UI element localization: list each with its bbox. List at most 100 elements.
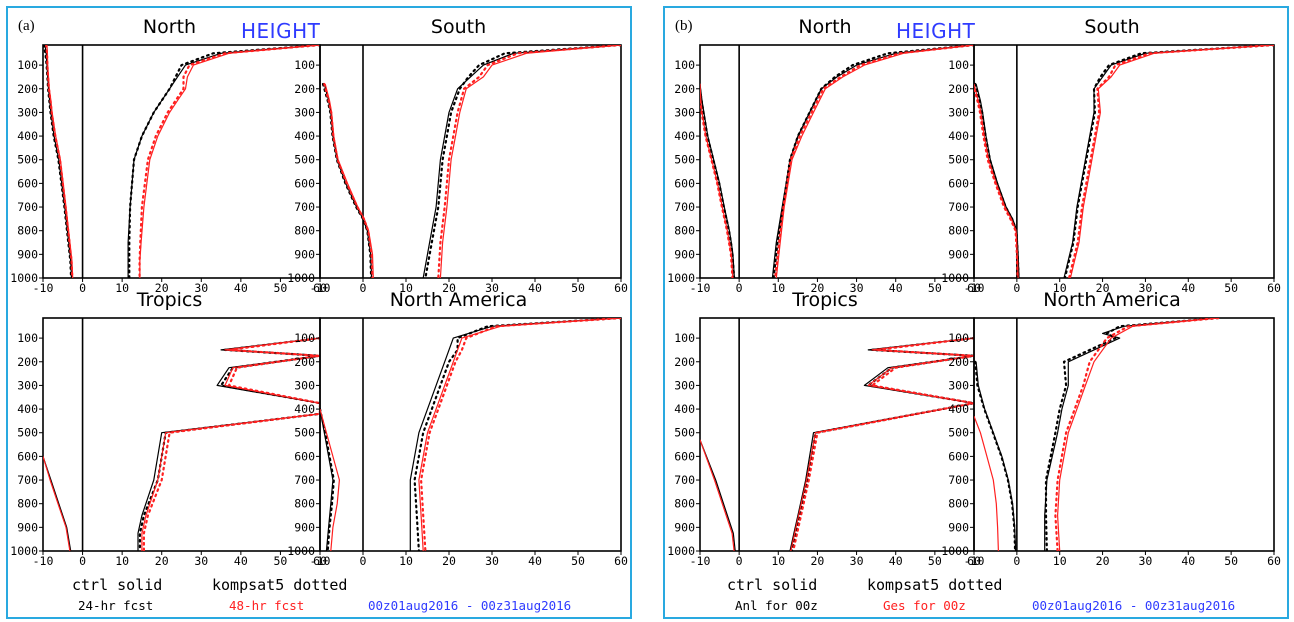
y-tick-label: 300 — [948, 378, 969, 392]
figure-a-height-title: HEIGHT — [241, 19, 321, 43]
x-tick-label: 40 — [889, 281, 903, 295]
x-tick-label: 20 — [155, 554, 169, 568]
x-tick-label: 30 — [485, 554, 499, 568]
y-tick-label: 600 — [948, 449, 969, 463]
x-tick-label: 10 — [115, 554, 129, 568]
y-tick-label: 400 — [294, 402, 315, 416]
x-tick-label: 50 — [571, 554, 585, 568]
x-tick-label: 0 — [360, 554, 367, 568]
x-tick-label: 10 — [399, 281, 413, 295]
x-tick-label: 0 — [736, 554, 743, 568]
y-tick-label: 1000 — [667, 271, 695, 285]
series-line-anl-for-00z-dotted-right — [790, 337, 974, 551]
panel-title: North — [798, 16, 851, 38]
y-tick-label: 400 — [17, 402, 38, 416]
x-tick-label: 40 — [234, 554, 248, 568]
x-tick-label: 0 — [736, 281, 743, 295]
panel--b--north-america: North America -10 0 10 20 30 40 50 60 100 200 300 40… — [941, 289, 1281, 568]
series-line-24-hr-fcst-dotted-left — [43, 45, 73, 278]
y-tick-label: 600 — [948, 176, 969, 190]
series-group — [700, 45, 974, 278]
x-tick-label: 60 — [313, 281, 327, 295]
x-tick-label: 10 — [771, 281, 785, 295]
x-tick-label: 50 — [928, 554, 942, 568]
y-tick-label: 600 — [294, 176, 315, 190]
series-line-anl-for-00z-solid-right — [1063, 45, 1274, 278]
series-line-ges-for-00z-solid-right — [775, 45, 974, 278]
y-tick-label: 700 — [674, 200, 695, 214]
figure-a-footer-date: 00z01aug2016 - 00z31aug2016 — [368, 598, 571, 613]
x-tick-label: 50 — [1224, 554, 1238, 568]
y-tick-label: 500 — [948, 153, 969, 167]
figure-b-legend-ctrl: ctrl solid — [727, 576, 817, 594]
plot-frame — [42, 44, 321, 279]
series-line-24-hr-fcst-solid-right — [422, 45, 621, 278]
panel--a--north: North -10 0 10 20 30 40 50 60 100 200 300 400 500 600 7… — [10, 16, 327, 295]
profile-panels: North-10 0 10 20 30 40 50 601002003004005006007… — [10, 16, 1281, 568]
y-tick-label: 400 — [674, 402, 695, 416]
x-tick-label: 40 — [234, 281, 248, 295]
panel-title: South — [431, 16, 486, 38]
series-line-ges-for-00z-solid-right — [1069, 45, 1274, 278]
figure-b-footer-black: Anl for 00z — [735, 598, 818, 613]
x-tick-label: -10 — [690, 554, 711, 568]
y-tick-label: 100 — [17, 58, 38, 72]
y-tick-label: 800 — [17, 224, 38, 238]
y-tick-label: 400 — [948, 402, 969, 416]
y-tick-label: 1000 — [287, 271, 315, 285]
x-tick-label: 20 — [810, 554, 824, 568]
series-line-48-hr-fcst-solid-right — [439, 45, 621, 278]
y-tick-label: 300 — [294, 105, 315, 119]
y-tick-label: 300 — [294, 378, 315, 392]
y-tick-label: 800 — [674, 497, 695, 511]
series-group — [700, 337, 974, 551]
series-line-24-hr-fcst-dotted-right — [413, 318, 621, 551]
figure-b: (b) HEIGHT ctrl solid kompsat5 dotted An… — [663, 6, 1289, 619]
x-tick-label: 30 — [1138, 554, 1152, 568]
x-tick-label: 50 — [928, 281, 942, 295]
x-tick-label: 0 — [79, 281, 86, 295]
plot-frame — [699, 44, 975, 279]
x-tick-label: 20 — [155, 281, 169, 295]
series-group — [43, 45, 320, 278]
x-tick-label: 30 — [1138, 281, 1152, 295]
series-line-48-hr-fcst-dotted-right — [437, 45, 621, 278]
series-group — [321, 45, 621, 278]
y-tick-label: 1000 — [287, 544, 315, 558]
y-tick-label: 600 — [674, 449, 695, 463]
x-tick-label: -10 — [964, 554, 985, 568]
y-tick-label: 900 — [674, 520, 695, 534]
y-tick-label: 900 — [948, 247, 969, 261]
x-tick-label: -10 — [964, 281, 985, 295]
series-line-anl-for-00z-solid-left — [700, 439, 736, 551]
x-tick-label: 50 — [273, 554, 287, 568]
figure-b-footer-red: Ges for 00z — [883, 598, 966, 613]
panel-title: Tropics — [136, 289, 203, 311]
y-tick-label: 1000 — [941, 271, 969, 285]
x-tick-label: 20 — [1096, 554, 1110, 568]
series-line-ges-for-00z-solid-left — [700, 83, 734, 278]
y-tick-label: 500 — [294, 153, 315, 167]
x-tick-label: 60 — [1267, 281, 1281, 295]
y-tick-label: 500 — [948, 426, 969, 440]
y-tick-label: 100 — [948, 331, 969, 345]
series-line-ges-for-00z-dotted-right — [774, 45, 974, 278]
x-tick-label: 40 — [528, 281, 542, 295]
series-line-anl-for-00z-dotted-left — [974, 360, 1017, 551]
x-tick-label: 50 — [1224, 281, 1238, 295]
y-tick-label: 100 — [674, 58, 695, 72]
x-tick-label: 30 — [850, 281, 864, 295]
y-tick-label: 200 — [294, 82, 315, 96]
series-line-24-hr-fcst-solid-left — [320, 408, 334, 551]
x-tick-label: -10 — [310, 554, 331, 568]
series-line-48-hr-fcst-solid-left — [324, 83, 374, 278]
y-tick-label: 900 — [17, 247, 38, 261]
figure-a: (a) HEIGHT ctrl solid kompsat5 dotted 24… — [6, 6, 632, 619]
series-line-24-hr-fcst-dotted-right — [128, 45, 320, 278]
y-tick-label: 100 — [294, 331, 315, 345]
series-group — [974, 45, 1274, 278]
series-line-anl-for-00z-solid-left — [975, 361, 1017, 551]
x-tick-label: 20 — [442, 554, 456, 568]
y-tick-label: 800 — [294, 224, 315, 238]
panel-title: North America — [390, 289, 528, 311]
